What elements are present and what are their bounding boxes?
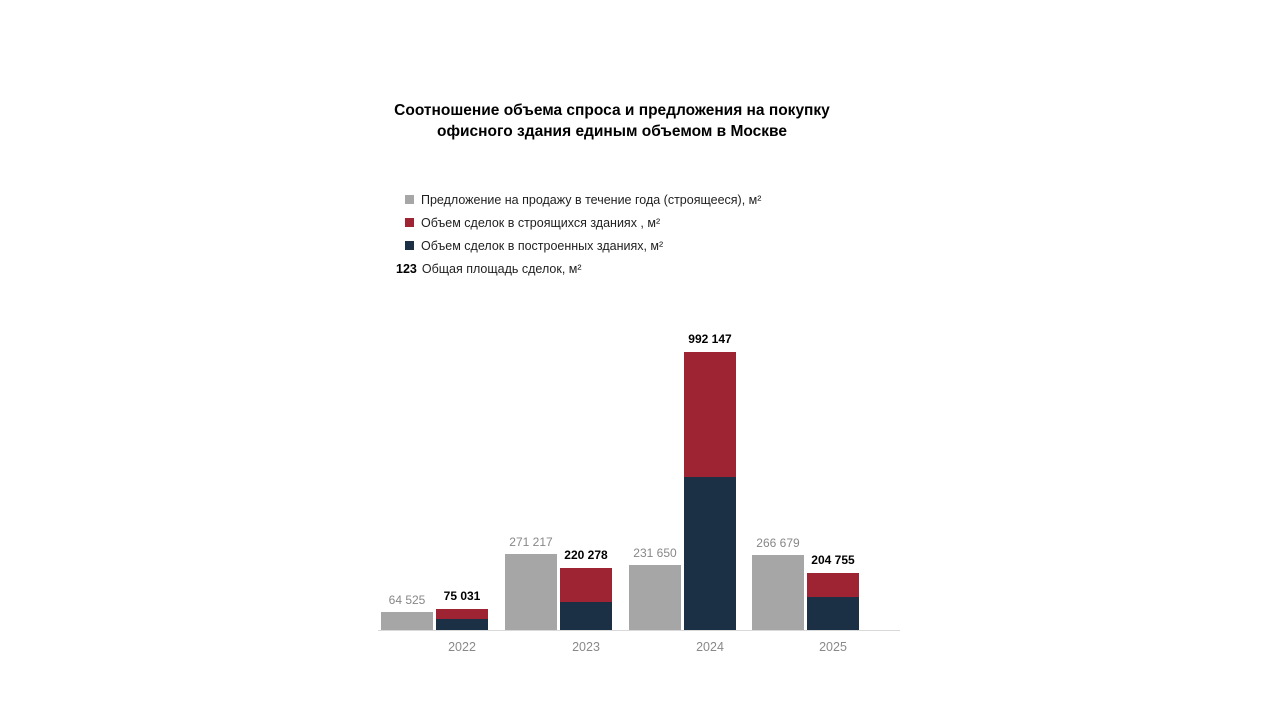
legend-swatch-gray-icon [405,195,414,204]
legend-item-supply: Предложение на продажу в течение года (с… [396,188,761,211]
label-total-2022: 75 031 [443,588,481,603]
legend-label-supply: Предложение на продажу в течение года (с… [421,192,762,207]
bar-deals-under-construction-2023 [560,568,612,602]
legend-item-total-area: 123 Общая площадь сделок, м² [396,257,761,280]
bar-deals-built-2023 [560,602,612,630]
chart-legend: Предложение на продажу в течение года (с… [396,188,761,280]
label-total-2025: 204 755 [811,552,855,567]
legend-label-total-area: Общая площадь сделок, м² [421,261,582,276]
bar-deals-built-2022 [436,619,488,630]
bar-deals-built-2025 [807,596,859,630]
tick-label-2022: 2022 [448,640,476,654]
chart-title-line1: Соотношение объема спроса и предложения … [394,102,830,119]
legend-item-deals-built: Объем сделок в построенных зданиях, м² [396,234,761,257]
bar-supply-2025 [752,555,804,630]
label-supply-2023: 271 217 [509,535,553,550]
label-total-2023: 220 278 [564,548,608,563]
legend-swatch-navy-icon [405,241,414,250]
legend-label-deals-built: Объем сделок в построенных зданиях, м² [421,238,664,253]
legend-123-marker-icon: 123 [396,261,417,276]
chart-title-line2: офисного здания единым объемом в Москве [437,123,787,140]
legend-item-deals-under-construction: Объем сделок в строящихся зданиях , м² [396,211,761,234]
label-supply-2022: 64 525 [388,592,426,607]
bar-deals-under-construction-2025 [807,572,859,597]
bar-supply-2024 [629,565,681,630]
bar-supply-2023 [505,554,557,630]
bar-deals-built-2024 [684,476,736,630]
bar-deals-under-construction-2022 [436,609,488,620]
tick-label-2023: 2023 [572,640,600,654]
bar-supply-2022 [381,611,433,630]
tick-label-2025: 2025 [819,640,847,654]
legend-label-deals-under-construction: Объем сделок в строящихся зданиях , м² [421,215,661,230]
bar-deals-under-construction-2024 [684,352,736,477]
label-supply-2025: 266 679 [756,536,800,551]
legend-swatch-red-icon [405,218,414,227]
tick-label-2024: 2024 [696,640,724,654]
x-axis-line [378,630,900,631]
label-total-2024: 992 147 [688,332,732,347]
chart-title: Соотношение объема спроса и предложения … [287,100,937,142]
label-supply-2024: 231 650 [633,546,677,561]
